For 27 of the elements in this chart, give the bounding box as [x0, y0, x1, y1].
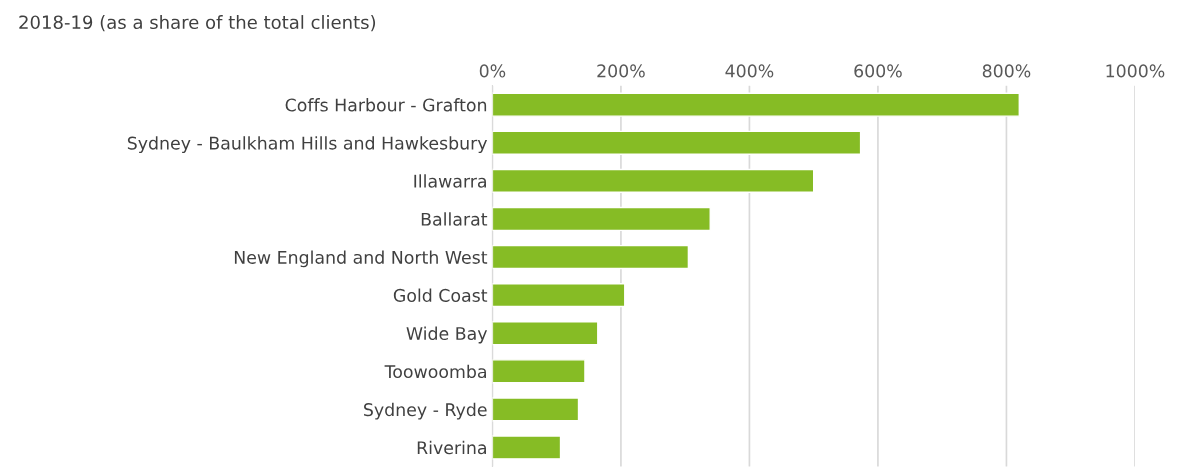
y-tick-label: Riverina [417, 440, 486, 455]
text: 2018-19 (as a share of the total clients) [19, 15, 376, 32]
bar [492, 397, 580, 422]
x-tick-label: 1000% [1106, 64, 1165, 78]
y-tick-label: Illawarra [414, 174, 486, 188]
bar [492, 244, 690, 270]
bar [492, 283, 626, 308]
bar [492, 359, 586, 384]
y-tick-label: New England and North West [234, 250, 488, 268]
x-tick-label: 400% [725, 64, 774, 78]
y-tick-label: Toowoomba [384, 364, 486, 379]
x-tick-label: 200% [597, 64, 645, 78]
bar [492, 130, 862, 155]
x-tick-label: 800% [982, 64, 1031, 78]
bar [492, 206, 711, 232]
y-tick-label: Wide Bay [406, 326, 488, 344]
y-tick-label: Sydney - Ryde [364, 402, 487, 420]
y-tick-label: Ballarat [421, 212, 488, 226]
x-tick-label: 0% [479, 64, 506, 78]
y-tick-label: Sydney - Baulkham Hills and Hawkesbury [127, 136, 488, 154]
y-tick-label: Coffs Harbour - Grafton [285, 98, 487, 112]
x-tick-label: 600% [854, 64, 902, 78]
bar [492, 435, 562, 460]
y-tick-label: Gold Coast [393, 288, 488, 302]
bar [492, 92, 1020, 117]
bar [492, 321, 599, 346]
bar [492, 168, 815, 193]
